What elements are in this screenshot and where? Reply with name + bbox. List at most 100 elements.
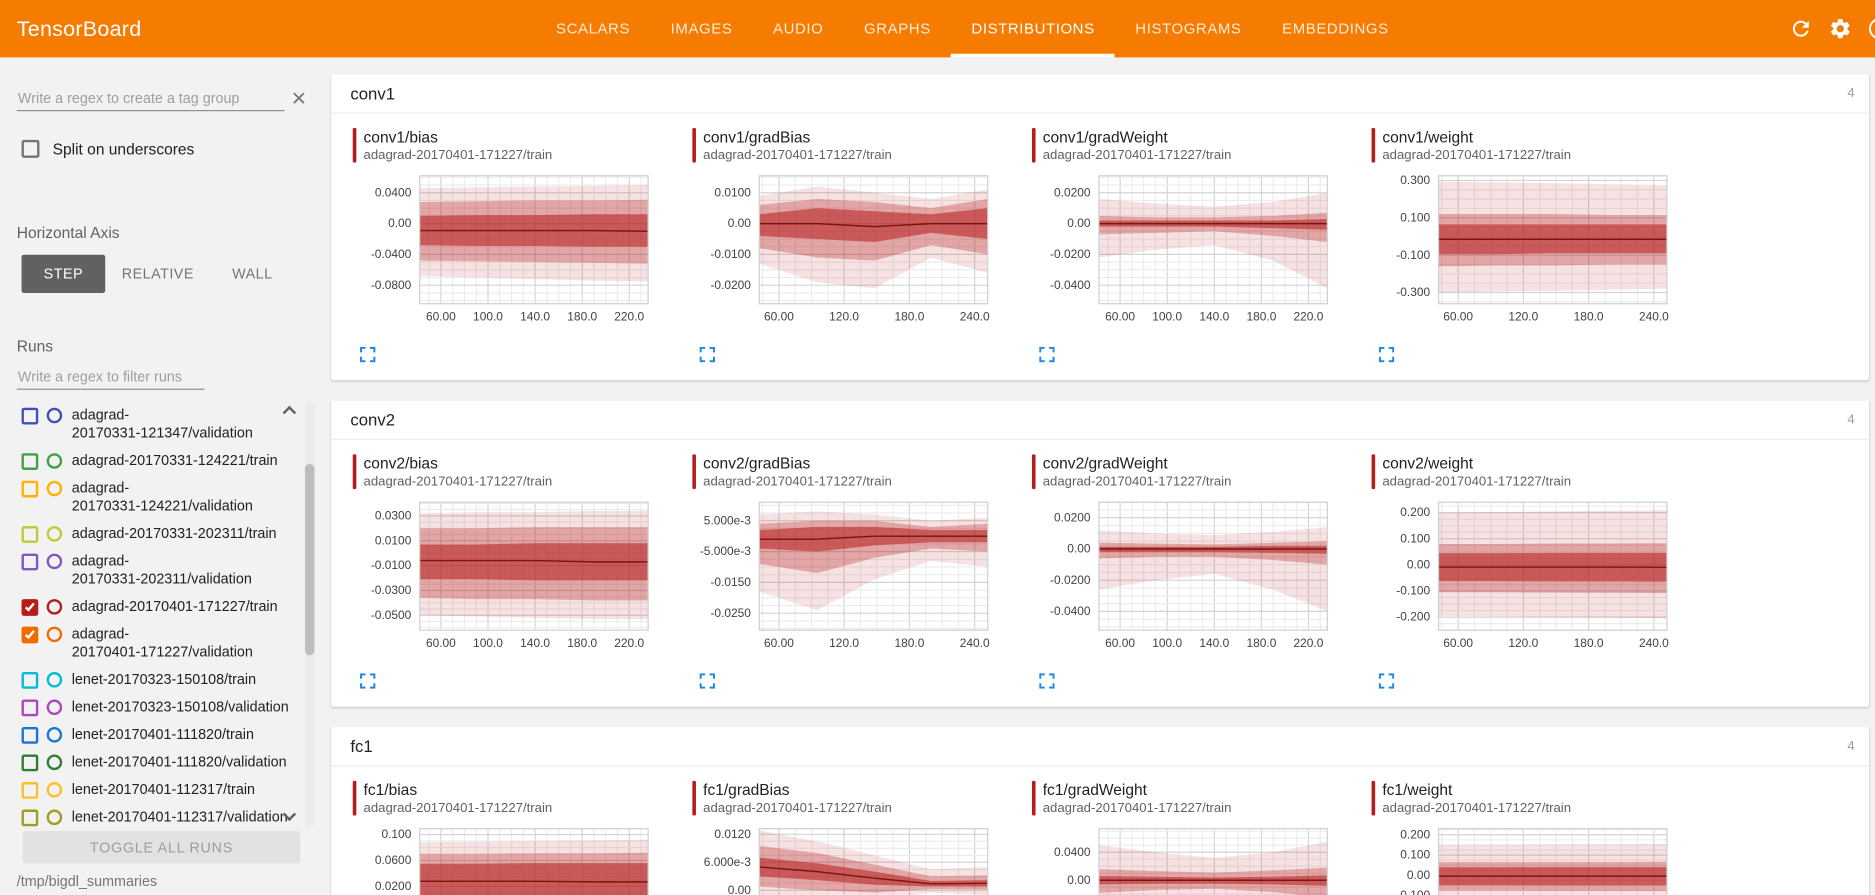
split-underscores-checkbox[interactable] <box>21 139 40 158</box>
distribution-plot[interactable]: 0.300 0.100 -0.100 -0.300 60.00 120.0 180.0 240… <box>1372 170 1673 337</box>
chart-run-label: adagrad-20170401-171227/train <box>703 148 892 163</box>
run-checkbox[interactable] <box>21 480 39 498</box>
axis-button-relative[interactable]: RELATIVE <box>116 255 200 293</box>
run-color-circle[interactable] <box>46 480 63 497</box>
run-color-circle[interactable] <box>46 453 63 469</box>
run-color-bar <box>352 454 357 490</box>
distribution-plot[interactable]: 0.0200 0.00 -0.0200 -0.0400 60.00 100.0 140.0 1… <box>1032 496 1333 663</box>
run-color-circle[interactable] <box>46 599 63 615</box>
expand-chart-button[interactable] <box>360 673 376 689</box>
tab-scalars[interactable]: SCALARS <box>556 20 631 38</box>
svg-text:-5.000e-3: -5.000e-3 <box>700 544 751 558</box>
chart-title-block: conv2/gradWeight adagrad-20170401-171227/… <box>1043 454 1232 489</box>
run-checkbox[interactable] <box>21 407 39 425</box>
section-header-fc1[interactable]: fc1 4 <box>331 727 1870 767</box>
tab-audio[interactable]: AUDIO <box>773 20 824 38</box>
help-icon[interactable]: ? <box>1868 17 1875 41</box>
svg-text:-0.100: -0.100 <box>1396 248 1430 262</box>
run-checkbox[interactable] <box>21 553 39 571</box>
run-checkbox[interactable] <box>21 782 39 799</box>
runs-scrollbar-thumb[interactable] <box>304 463 315 656</box>
tab-histograms[interactable]: HISTOGRAMS <box>1135 20 1242 38</box>
expand-chart-button[interactable] <box>360 346 376 363</box>
run-checkbox[interactable] <box>21 599 39 616</box>
run-checkbox[interactable] <box>21 727 39 744</box>
distribution-plot[interactable]: 0.200 0.100 0.00 -0.100 -0.200 60.00 120.0 180.… <box>1372 496 1673 663</box>
refresh-icon[interactable] <box>1789 17 1813 41</box>
svg-text:180.0: 180.0 <box>1574 309 1604 323</box>
distribution-plot[interactable]: 0.0100 0.00 -0.0100 -0.0200 60.00 120.0 180.0 2… <box>692 170 993 337</box>
section-header-conv2[interactable]: conv2 4 <box>331 401 1870 441</box>
svg-text:0.00: 0.00 <box>1407 557 1431 571</box>
distribution-plot[interactable]: 5.000e-3 -5.000e-3 -0.0150 -0.0250 60.00 120.… <box>692 496 993 663</box>
tab-distributions[interactable]: DISTRIBUTIONS <box>951 0 1115 57</box>
section-title: conv2 <box>350 410 396 430</box>
split-underscores-row[interactable]: Split on underscores <box>21 139 307 158</box>
run-checkbox[interactable] <box>21 699 39 717</box>
expand-chart-button[interactable] <box>1378 673 1395 689</box>
horizontal-axis-label: Horizontal Axis <box>16 223 120 242</box>
distribution-plot[interactable]: 0.0400 0.00 -0.0400 -0.0800 60.00 100.0 140.0 1… <box>353 170 654 337</box>
chart-run-label: adagrad-20170401-171227/train <box>1042 474 1232 490</box>
log-directory-path: /tmp/bigdl_summaries <box>16 872 158 890</box>
runs-scrollbar[interactable] <box>304 401 315 828</box>
run-checkbox[interactable] <box>21 526 39 543</box>
run-color-circle[interactable] <box>46 672 63 688</box>
svg-text:0.0100: 0.0100 <box>714 185 751 199</box>
run-checkbox[interactable] <box>21 809 39 827</box>
run-color-circle[interactable] <box>46 782 63 798</box>
chart-title: fc1/gradBias <box>703 780 790 799</box>
expand-chart-button[interactable] <box>699 673 716 689</box>
close-icon[interactable]: × <box>291 84 307 113</box>
expand-chart-button[interactable] <box>1378 346 1395 363</box>
run-color-bar <box>692 127 696 163</box>
toggle-all-runs-button[interactable]: TOGGLE ALL RUNS <box>22 831 301 864</box>
run-checkbox[interactable] <box>21 626 39 644</box>
run-color-circle[interactable] <box>46 754 63 771</box>
svg-text:-0.100: -0.100 <box>1396 584 1430 598</box>
run-color-circle[interactable] <box>46 526 63 542</box>
chart-title-block: conv1/bias adagrad-20170401-171227/train <box>364 128 553 163</box>
run-color-circle[interactable] <box>46 699 63 716</box>
charts-row: fc1/bias adagrad-20170401-171227/train 0.1… <box>331 767 1869 895</box>
axis-button-wall[interactable]: WALL <box>210 255 294 293</box>
distribution-plot[interactable]: 0.04000.00-0.040060.00100.0140.0180.0220… <box>1032 823 1333 895</box>
svg-text:0.00: 0.00 <box>1067 216 1091 230</box>
run-color-bar <box>1371 127 1376 163</box>
run-color-circle[interactable] <box>46 809 63 826</box>
runs-regex-input[interactable] <box>16 364 205 390</box>
run-color-circle[interactable] <box>46 407 63 424</box>
run-color-circle[interactable] <box>46 553 63 570</box>
run-checkbox[interactable] <box>21 672 39 689</box>
tab-embeddings[interactable]: EMBEDDINGS <box>1282 20 1389 38</box>
expand-chart-button[interactable] <box>699 346 716 363</box>
chart-title-block: fc1/gradWeight adagrad-20170401-171227/tr… <box>1043 781 1232 816</box>
chart-conv1-weight: conv1/weight adagrad-20170401-171227/trai… <box>1371 127 1695 368</box>
tag-regex-input[interactable] <box>16 86 285 112</box>
section-header-conv1[interactable]: conv1 4 <box>331 74 1870 114</box>
distribution-plot[interactable]: 0.1000.06000.0200-0.020060.00100.0140.01… <box>353 823 654 895</box>
svg-text:-0.200: -0.200 <box>1396 610 1430 624</box>
chart-header: conv2/weight adagrad-20170401-171227/trai… <box>1371 454 1695 490</box>
run-checkbox[interactable] <box>21 754 39 772</box>
tab-graphs[interactable]: GRAPHS <box>864 20 931 38</box>
expand-chart-button[interactable] <box>1039 673 1055 689</box>
settings-gear-icon[interactable] <box>1828 17 1852 41</box>
run-color-bar <box>352 780 357 816</box>
distribution-plot[interactable]: 0.0300 0.0100 -0.0100 -0.0300 -0.0500 60.00 10… <box>353 496 654 663</box>
svg-text:-0.0150: -0.0150 <box>710 575 751 589</box>
chart-title: conv1/weight <box>1382 127 1474 146</box>
chart-header: conv1/gradBias adagrad-20170401-171227/tr… <box>692 127 1015 163</box>
expand-chart-button[interactable] <box>1039 346 1055 363</box>
run-color-circle[interactable] <box>46 626 63 643</box>
chart-fc1-gradBias: fc1/gradBias adagrad-20170401-171227/trai… <box>692 780 1015 895</box>
run-checkbox[interactable] <box>21 453 39 470</box>
run-color-circle[interactable] <box>46 727 63 743</box>
axis-button-step[interactable]: STEP <box>21 254 106 293</box>
chart-header: conv1/gradWeight adagrad-20170401-171227/… <box>1031 127 1355 163</box>
tab-images[interactable]: IMAGES <box>670 20 733 38</box>
chart-header: conv2/gradBias adagrad-20170401-171227/tr… <box>692 454 1015 490</box>
distribution-plot[interactable]: 0.0200 0.00 -0.0200 -0.0400 60.00 100.0 140.0 1… <box>1032 170 1333 337</box>
